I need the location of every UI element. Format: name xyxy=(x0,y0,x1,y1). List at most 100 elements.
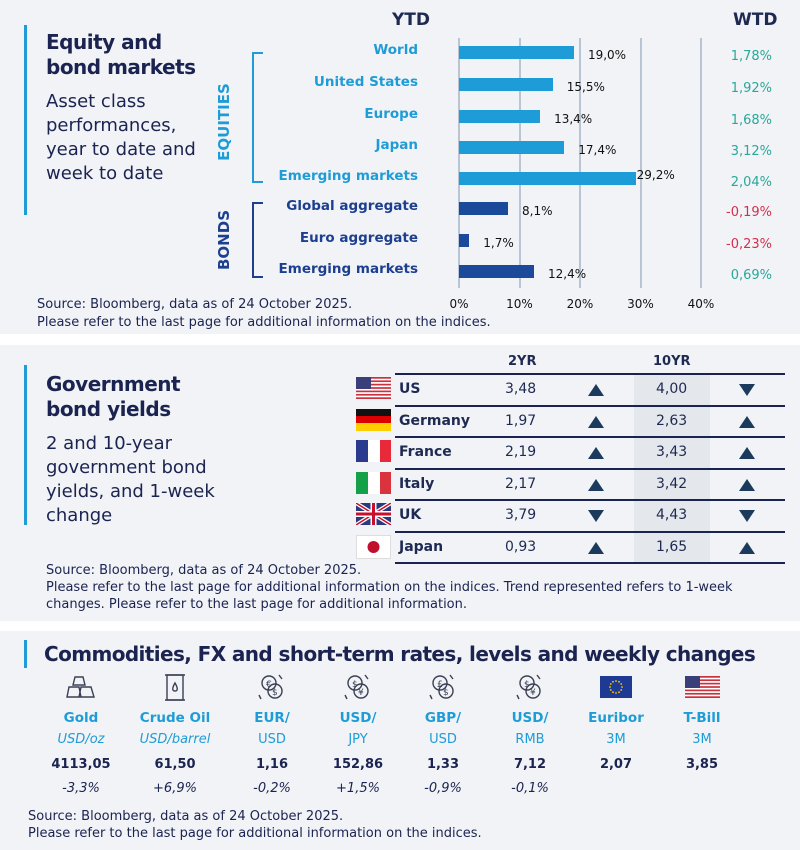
arrow-down-icon xyxy=(739,384,755,396)
category-label: United States xyxy=(313,74,418,90)
currency-exchange-icon: $ ¥ xyxy=(485,672,575,702)
table-row: Italy 2,17 3,42 xyxy=(395,468,785,499)
yield-10yr: 3,42 xyxy=(656,476,688,492)
svg-text:$: $ xyxy=(272,688,278,698)
item-change: -3,3% xyxy=(62,781,100,796)
us-flag-icon xyxy=(657,672,747,702)
wtd-value: 1,78% xyxy=(730,49,772,64)
arrow-up-icon xyxy=(739,479,755,491)
item-value: 2,07 xyxy=(599,757,633,772)
item-label: T-Bill xyxy=(683,710,721,726)
currency-exchange-icon: $ ¥ xyxy=(313,672,403,702)
item-change: -0,1% xyxy=(511,781,549,796)
yield-10yr: 4,00 xyxy=(656,381,688,397)
item-value: 4113,05 xyxy=(51,757,111,772)
wtd-value: 2,04% xyxy=(730,175,772,190)
item-label: Crude Oil xyxy=(139,710,211,726)
item-change: +1,5% xyxy=(336,781,380,796)
bar xyxy=(459,141,565,154)
arrow-up-icon xyxy=(739,542,755,554)
arrow-up-icon xyxy=(588,416,604,428)
item-value: 7,12 xyxy=(513,757,547,772)
market-item: $ ¥ USD/ JPY 152,86 +1,5% xyxy=(313,672,403,796)
note-text: Please refer to the last page for additi… xyxy=(28,826,482,841)
source-text: Source: Bloomberg, data as of 24 October… xyxy=(46,563,362,578)
us-flag-icon xyxy=(356,377,391,399)
note-text: Please refer to the last page for additi… xyxy=(46,580,733,612)
item-value: 61,50 xyxy=(154,757,196,772)
accent-line xyxy=(24,25,27,215)
country-name: Germany xyxy=(399,413,471,429)
bar-value-label: 15,5% xyxy=(566,80,605,94)
section-subtitle: 2 and 10-year government bond yields, an… xyxy=(46,433,215,526)
wtd-header: WTD xyxy=(733,10,778,30)
category-label: Global aggregate xyxy=(286,198,418,214)
country-name: UK xyxy=(399,507,422,523)
market-item: Crude Oil USD/barrel 61,50 +6,9% xyxy=(130,672,220,796)
wtd-value: 3,12% xyxy=(730,144,772,159)
bonds-bracket xyxy=(252,202,263,278)
accent-line xyxy=(24,640,27,668)
item-label: Euribor xyxy=(588,710,644,726)
table-row: Germany 1,97 2,63 xyxy=(395,405,785,436)
yield-2yr: 1,97 xyxy=(505,413,537,429)
category-label: Emerging markets xyxy=(278,168,418,184)
bar xyxy=(459,202,508,215)
bar-value-label: 29,2% xyxy=(636,168,675,182)
country-name: Italy xyxy=(399,476,435,492)
section-subtitle: Asset class performances, year to date a… xyxy=(46,91,196,184)
item-value: 1,33 xyxy=(426,757,460,772)
gridline xyxy=(518,38,521,288)
country-name: Japan xyxy=(399,539,444,555)
country-name: France xyxy=(399,444,452,460)
gridline xyxy=(579,38,581,288)
item-unit: USD/barrel xyxy=(139,732,211,747)
equity-bond-panel xyxy=(0,0,800,334)
item-unit: USD xyxy=(429,732,457,747)
x-tick-label: 0% xyxy=(449,297,469,311)
yield-2yr: 2,19 xyxy=(505,444,537,460)
arrow-up-icon xyxy=(588,447,604,459)
market-item: Gold USD/oz 4113,05 -3,3% xyxy=(36,672,126,796)
item-change: -0,9% xyxy=(424,781,462,796)
market-item: T-Bill 3M 3,85 xyxy=(657,672,747,781)
arrow-up-icon xyxy=(588,542,604,554)
source-text: Source: Bloomberg, data as of 24 October… xyxy=(28,809,344,824)
market-item: € $ EUR/ USD 1,16 -0,2% xyxy=(227,672,317,796)
item-change: +6,9% xyxy=(153,781,197,796)
x-tick-label: 30% xyxy=(627,297,654,311)
yield-2yr: 3,48 xyxy=(505,381,537,397)
bar-value-label: 1,7% xyxy=(483,236,514,250)
currency-exchange-icon: € $ xyxy=(227,672,317,702)
category-label: Emerging markets xyxy=(278,261,418,277)
category-label: Euro aggregate xyxy=(299,230,418,246)
item-value: 3,85 xyxy=(685,757,719,772)
table-row: US 3,48 4,00 xyxy=(395,373,785,404)
x-tick-label: 10% xyxy=(506,297,533,311)
bar-value-label: 8,1% xyxy=(522,204,553,218)
svg-text:¥: ¥ xyxy=(530,688,536,698)
x-tick-label: 20% xyxy=(566,297,594,311)
table-row: France 2,19 3,43 xyxy=(395,436,785,467)
market-item: Euribor 3M 2,07 xyxy=(571,672,661,781)
yield-10yr: 2,63 xyxy=(656,413,688,429)
market-item: $ ¥ USD/ RMB 7,12 -0,1% xyxy=(485,672,575,796)
bonds-label: BONDS xyxy=(215,210,233,270)
arrow-up-icon xyxy=(588,479,604,491)
svg-text:$: $ xyxy=(443,688,449,698)
country-name: US xyxy=(399,381,421,397)
bar xyxy=(459,46,574,59)
yield-2yr: 3,79 xyxy=(505,507,537,523)
svg-text:£: £ xyxy=(437,680,443,690)
bar xyxy=(459,265,535,278)
table-row: UK 3,79 4,43 xyxy=(395,499,785,530)
uk-flag-icon xyxy=(354,501,393,527)
yield-10yr: 3,43 xyxy=(656,444,688,460)
item-unit: JPY xyxy=(348,732,368,747)
arrow-up-icon xyxy=(588,384,604,396)
item-unit: USD xyxy=(258,732,286,747)
currency-exchange-icon: £ $ xyxy=(398,672,488,702)
item-label: USD/ xyxy=(339,710,377,726)
equities-label: EQUITIES xyxy=(215,83,233,161)
wtd-value: 1,68% xyxy=(730,113,772,128)
